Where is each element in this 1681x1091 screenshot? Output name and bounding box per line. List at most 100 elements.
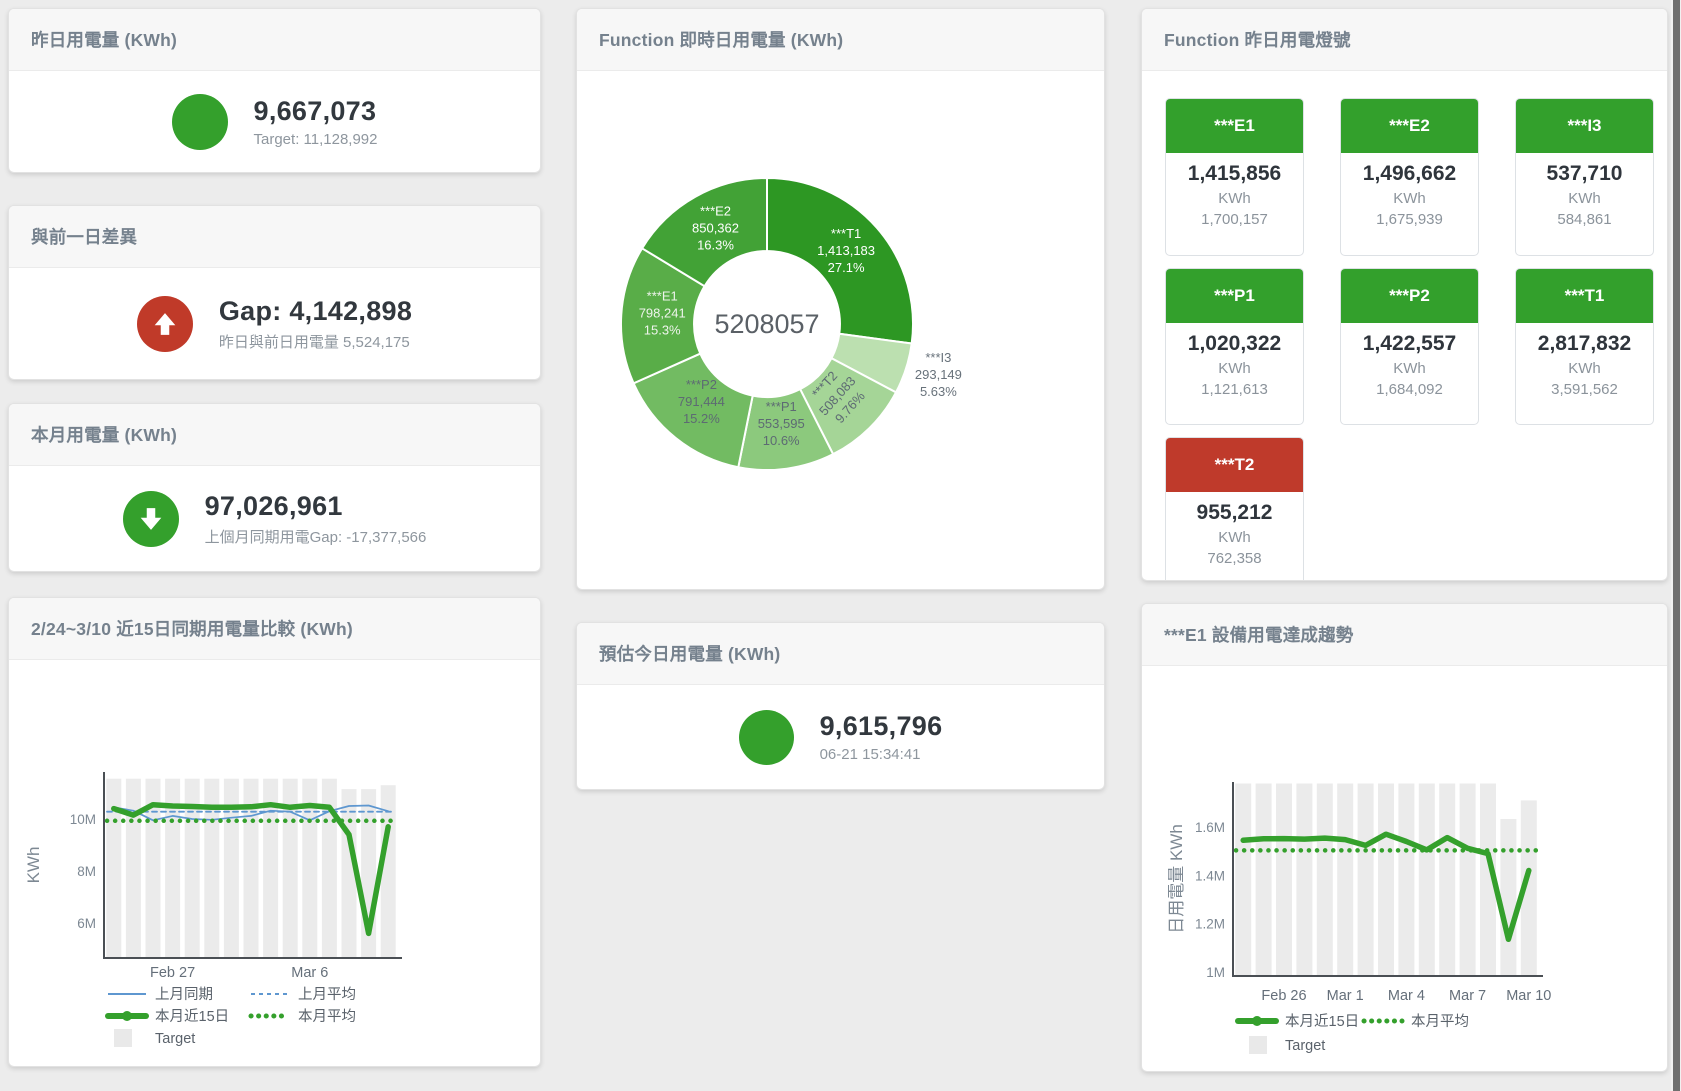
card-realtime-usage: Function 即時日用電量 (KWh) ***T1 1,413,183 27.1… bbox=[576, 8, 1105, 590]
kpi-value: 9,667,073 bbox=[253, 95, 377, 126]
light-tile-e1: ***E1 1,415,856 KWh 1,700,157 bbox=[1165, 98, 1304, 256]
svg-text:日用電量 KWh: 日用電量 KWh bbox=[1167, 824, 1186, 934]
card-estimated-today: 預估今日用電量 (KWh) 9,615,796 06-21 15:34:41 bbox=[576, 622, 1105, 790]
e1-trend-line-bar-chart: 1.6M 1.4M 1.2M 1M 日用電量 KWh Feb 26 Mar 1 Mar 4 Ma… bbox=[1167, 782, 1551, 1054]
card-header: Function 昨日用電燈號 bbox=[1142, 9, 1667, 71]
card-month-usage: 本月用電量 (KWh) 97,026,961 上個月同期用電Gap: -17,3… bbox=[8, 403, 541, 572]
card-title: 預估今日用電量 (KWh) bbox=[599, 644, 781, 664]
scrollbar-track[interactable] bbox=[1671, 0, 1681, 1091]
svg-text:5208057: 5208057 bbox=[714, 309, 819, 339]
card-title: 2/24~3/10 近15日同期用電量比較 (KWh) bbox=[31, 619, 353, 639]
light-tile-value: 1,020,322 bbox=[1187, 331, 1282, 355]
kpi-text: Gap: 4,142,898 昨日與前日用電量 5,524,175 bbox=[219, 296, 412, 352]
kpi-body: Gap: 4,142,898 昨日與前日用電量 5,524,175 bbox=[9, 268, 540, 379]
light-tile-p1: ***P1 1,020,322 KWh 1,121,613 bbox=[1165, 267, 1304, 426]
kpi-body: 97,026,961 上個月同期用電Gap: -17,377,566 bbox=[9, 466, 540, 571]
svg-text:上月平均: 上月平均 bbox=[298, 986, 356, 1003]
light-tile-body: 537,710 KWh 584,861 bbox=[1516, 153, 1653, 239]
scrollbar-thumb[interactable] bbox=[1673, 0, 1680, 1091]
card-title: Function 昨日用電燈號 bbox=[1164, 30, 1351, 50]
kpi-text: 9,667,073 Target: 11,128,992 bbox=[254, 96, 378, 148]
card-yesterday-lights: Function 昨日用電燈號 ***E1 1,415,856 KWh 1,70… bbox=[1141, 8, 1668, 581]
column-middle: Function 即時日用電量 (KWh) ***T1 1,413,183 27.1… bbox=[576, 8, 1105, 790]
light-tile-header: ***E1 bbox=[1166, 99, 1303, 153]
status-circle-red bbox=[136, 295, 193, 352]
column-right: Function 昨日用電燈號 ***E1 1,415,856 KWh 1,70… bbox=[1141, 8, 1668, 1072]
light-tile-target: 1,700,157 bbox=[1201, 211, 1268, 228]
card-title: ***E1 設備用電達成趨勢 bbox=[1164, 625, 1354, 645]
light-tile-unit: KWh bbox=[1568, 359, 1601, 377]
light-tile-name: ***T2 bbox=[1214, 455, 1255, 475]
light-tile-header: ***I3 bbox=[1516, 99, 1653, 153]
light-tile-target: 762,358 bbox=[1207, 550, 1262, 568]
arrow-up-icon bbox=[154, 312, 176, 335]
kpi-value: 9,615,796 bbox=[819, 711, 943, 741]
light-tile-unit: KWh bbox=[1568, 190, 1601, 207]
light-tile-value: 2,817,832 bbox=[1537, 331, 1632, 355]
svg-text:Mar 1: Mar 1 bbox=[1327, 988, 1364, 1004]
card-15day-compare-chart: 2/24~3/10 近15日同期用電量比較 (KWh) 10M 8M 6M KWh Fe… bbox=[8, 597, 541, 1067]
svg-text:Feb 27: Feb 27 bbox=[150, 965, 195, 981]
kpi-value: Gap: 4,142,898 bbox=[218, 295, 413, 326]
light-tile-unit: KWh bbox=[1393, 359, 1426, 377]
light-tile-name: ***P1 bbox=[1214, 285, 1255, 305]
light-tile-t1: ***T1 2,817,832 KWh 3,591,562 bbox=[1515, 267, 1654, 426]
light-tile-p2: ***P2 1,422,557 KWh 1,684,092 bbox=[1340, 267, 1479, 426]
light-tile-unit: KWh bbox=[1218, 529, 1251, 547]
svg-text:Mar 10: Mar 10 bbox=[1506, 988, 1551, 1004]
light-tile-header: ***P1 bbox=[1166, 268, 1303, 323]
kpi-body: 9,615,796 06-21 15:34:41 bbox=[577, 685, 1104, 789]
svg-text:KWh: KWh bbox=[24, 847, 43, 884]
arrow-down-icon bbox=[140, 507, 161, 530]
light-tile-target: 1,684,092 bbox=[1376, 380, 1443, 398]
light-tile-value: 1,415,856 bbox=[1187, 162, 1282, 185]
svg-text:Target: Target bbox=[1285, 1038, 1325, 1054]
card-title: 昨日用電量 (KWh) bbox=[31, 30, 178, 50]
svg-text:本月平均: 本月平均 bbox=[1411, 1013, 1469, 1030]
light-tile-body: 2,817,832 KWh 3,591,562 bbox=[1516, 323, 1653, 409]
svg-text:1M: 1M bbox=[1206, 965, 1225, 980]
light-tile-target: 1,121,613 bbox=[1201, 380, 1268, 398]
realtime-usage-donut-chart: ***T1 1,413,183 27.1%***I3 293,149 5.63%***T… bbox=[619, 176, 962, 472]
chart-body: 10M 8M 6M KWh Feb 27 Mar 6 上月同期 上月平均 本月近15日 本月平均 T… bbox=[9, 660, 540, 1066]
light-tile-body: 1,422,557 KWh 1,684,092 bbox=[1341, 323, 1478, 409]
light-tile-body: 1,496,662 KWh 1,675,939 bbox=[1341, 153, 1478, 239]
svg-text:1.2M: 1.2M bbox=[1195, 917, 1225, 932]
light-tile-name: ***E1 bbox=[1214, 116, 1255, 135]
light-tile-body: 955,212 KWh 762,358 bbox=[1166, 492, 1303, 578]
svg-text:本月近15日: 本月近15日 bbox=[1285, 1013, 1359, 1030]
card-title: 與前一日差異 bbox=[31, 227, 138, 247]
kpi-caption: 上個月同期用電Gap: -17,377,566 bbox=[204, 528, 427, 546]
light-tile-unit: KWh bbox=[1218, 190, 1251, 207]
light-tile-name: ***T1 bbox=[1564, 285, 1605, 305]
svg-text:Feb 26: Feb 26 bbox=[1261, 988, 1306, 1004]
kpi-caption: Target: 11,128,992 bbox=[253, 130, 378, 148]
card-header: Function 即時日用電量 (KWh) bbox=[577, 9, 1104, 71]
svg-text:10M: 10M bbox=[70, 812, 96, 827]
card-header: ***E1 設備用電達成趨勢 bbox=[1142, 604, 1667, 666]
kpi-text: 97,026,961 上個月同期用電Gap: -17,377,566 bbox=[205, 491, 427, 547]
light-tile-e2: ***E2 1,496,662 KWh 1,675,939 bbox=[1340, 98, 1479, 256]
light-tile-unit: KWh bbox=[1393, 190, 1426, 207]
card-header: 預估今日用電量 (KWh) bbox=[577, 623, 1104, 685]
kpi-value: 97,026,961 bbox=[204, 490, 343, 521]
light-tile-value: 537,710 bbox=[1546, 162, 1623, 185]
light-tile-name: ***E2 bbox=[1389, 116, 1430, 135]
card-header: 與前一日差異 bbox=[9, 206, 540, 268]
light-tile-name: ***I3 bbox=[1567, 116, 1602, 135]
svg-text:Mar 7: Mar 7 bbox=[1449, 988, 1486, 1004]
card-header: 2/24~3/10 近15日同期用電量比較 (KWh) bbox=[9, 598, 540, 660]
column-left: 昨日用電量 (KWh) 9,667,073 Target: 11,128,992… bbox=[8, 8, 541, 1067]
kpi-caption: 昨日與前日用電量 5,524,175 bbox=[218, 333, 410, 351]
kpi-body: 9,667,073 Target: 11,128,992 bbox=[9, 71, 540, 172]
light-tile-target: 1,675,939 bbox=[1376, 211, 1443, 228]
light-tile-value: 1,422,557 bbox=[1362, 331, 1457, 355]
svg-text:上月同期: 上月同期 bbox=[155, 986, 213, 1003]
card-yesterday-usage: 昨日用電量 (KWh) 9,667,073 Target: 11,128,992 bbox=[8, 8, 541, 173]
light-tile-header: ***E2 bbox=[1341, 99, 1478, 153]
